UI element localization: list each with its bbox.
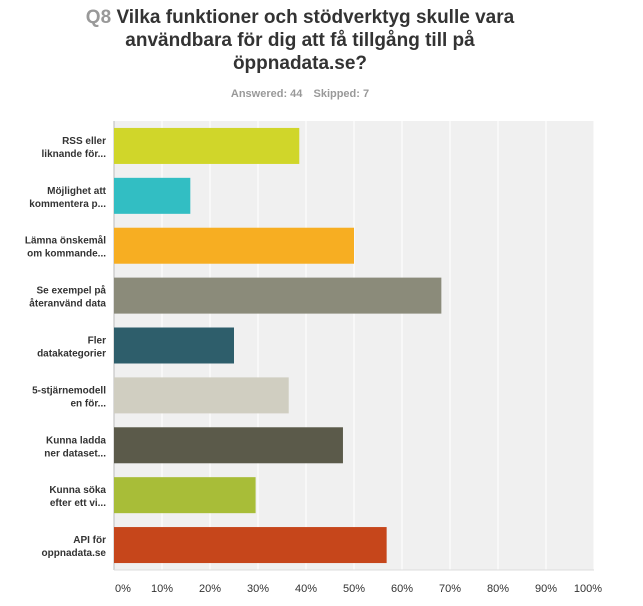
x-tick-label: 100% [574,583,602,595]
x-tick-label: 80% [487,583,509,595]
category-label: 5-stjärnemodell en för... [32,385,106,409]
x-tick-label: 10% [151,583,173,595]
answered-count: Answered: 44 [230,88,303,100]
bar [114,427,343,464]
x-tick-label: 90% [535,583,557,595]
bar [114,177,191,214]
response-stats: Answered: 44 Skipped: 7 [0,88,600,100]
bar [114,377,289,414]
x-tick-label: 30% [247,583,269,595]
category-label: Kunna ladda ner dataset... [44,435,106,459]
question-title: Q8 Vilka funktioner och stödverktyg skul… [60,6,540,75]
category-label: API för oppnadata.se [42,535,107,559]
x-tick-label: 0% [115,583,131,595]
x-tick-label: 70% [439,583,461,595]
x-tick-label: 60% [391,583,413,595]
category-label: Möjlighet att kommentera p... [29,186,106,210]
question-text: Vilka funktioner och stödverktyg skulle … [116,7,515,74]
bar [114,227,354,264]
bar [114,527,387,564]
category-label: Lämna önskemål om kommande... [25,235,106,260]
x-tick-label: 40% [295,583,317,595]
x-tick-label: 20% [199,583,221,595]
skipped-count: Skipped: 7 [313,88,370,100]
category-label: Kunna söka efter ett vi... [49,485,106,509]
bar [114,327,234,364]
bar [114,277,442,314]
category-label: RSS eller liknande för... [42,136,107,160]
category-label: Fler datakategorier [37,336,106,360]
x-tick-label: 50% [343,583,365,595]
question-number: Q8 [85,7,112,28]
bar [114,127,300,164]
category-label: Se exempel på återanvänd data [29,285,106,310]
bar [114,477,256,514]
